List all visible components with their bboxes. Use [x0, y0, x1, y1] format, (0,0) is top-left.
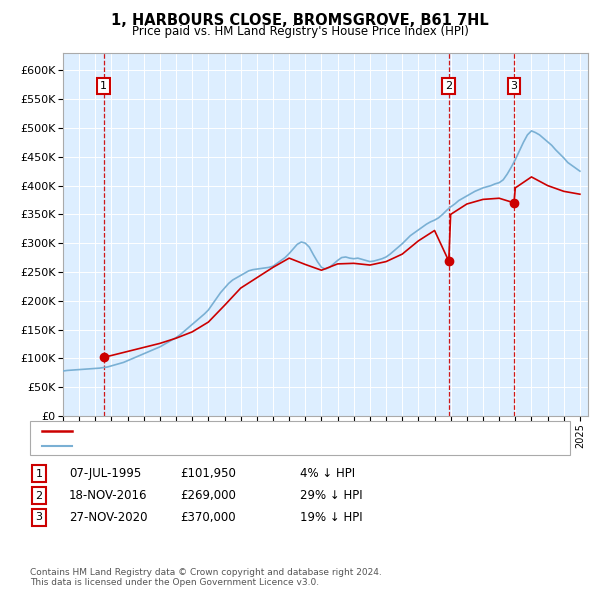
Text: 1, HARBOURS CLOSE, BROMSGROVE, B61 7HL: 1, HARBOURS CLOSE, BROMSGROVE, B61 7HL: [111, 13, 489, 28]
Text: 1: 1: [100, 81, 107, 91]
Text: 07-JUL-1995: 07-JUL-1995: [69, 467, 141, 480]
Text: 19% ↓ HPI: 19% ↓ HPI: [300, 511, 362, 524]
Text: 27-NOV-2020: 27-NOV-2020: [69, 511, 148, 524]
Text: 2: 2: [445, 81, 452, 91]
Text: 4% ↓ HPI: 4% ↓ HPI: [300, 467, 355, 480]
Text: 3: 3: [35, 513, 43, 522]
Text: 29% ↓ HPI: 29% ↓ HPI: [300, 489, 362, 502]
Text: 3: 3: [511, 81, 518, 91]
Text: 2: 2: [35, 491, 43, 500]
Text: Price paid vs. HM Land Registry's House Price Index (HPI): Price paid vs. HM Land Registry's House …: [131, 25, 469, 38]
Text: 1, HARBOURS CLOSE, BROMSGROVE, B61 7HL (detached house): 1, HARBOURS CLOSE, BROMSGROVE, B61 7HL (…: [75, 426, 411, 436]
Text: £370,000: £370,000: [180, 511, 236, 524]
Text: 18-NOV-2016: 18-NOV-2016: [69, 489, 148, 502]
Text: 1: 1: [35, 469, 43, 478]
Text: Contains HM Land Registry data © Crown copyright and database right 2024.
This d: Contains HM Land Registry data © Crown c…: [30, 568, 382, 587]
Text: £269,000: £269,000: [180, 489, 236, 502]
Text: £101,950: £101,950: [180, 467, 236, 480]
Text: HPI: Average price, detached house, Bromsgrove: HPI: Average price, detached house, Brom…: [75, 441, 331, 451]
